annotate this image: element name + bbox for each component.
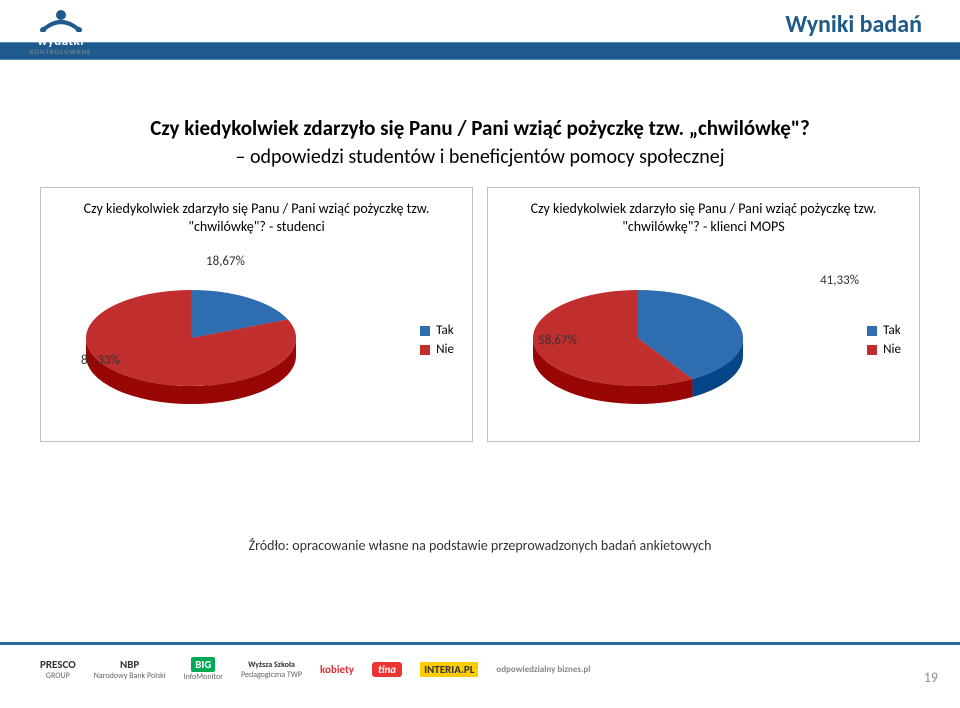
- pie-left-wrap: [71, 268, 311, 408]
- legend-right-nie: Nie: [867, 342, 901, 357]
- legend-right-tak: Tak: [867, 323, 901, 338]
- legend-left-nie-label: Nie: [436, 342, 454, 357]
- legend-sw-nie-icon: [867, 345, 877, 355]
- question-line1: Czy kiedykolwiek zdarzyło się Panu / Pan…: [40, 115, 920, 141]
- footer: PRESCOGROUP NBPNarodowy Bank Polski BIGI…: [0, 642, 960, 688]
- main-content: Czy kiedykolwiek zdarzyło się Panu / Pan…: [40, 115, 920, 554]
- chart-right: Czy kiedykolwiek zdarzyło się Panu / Pan…: [487, 187, 920, 442]
- logo: wydatki KONTROLOWANE: [30, 8, 91, 56]
- header-bar: [0, 42, 960, 60]
- question-line2: – odpowiedzi studentów i beneficjentów p…: [40, 145, 920, 169]
- pie-left-label-tak: 18,67%: [206, 254, 245, 269]
- footer-brand-wsp: Wyższa SzkołaPedagogiczna TWP: [241, 660, 302, 680]
- logo-icon: [37, 8, 85, 32]
- legend-left-tak: Tak: [420, 323, 454, 338]
- legend-left-tak-label: Tak: [436, 323, 453, 338]
- logo-text-sub: KONTROLOWANE: [30, 47, 91, 56]
- footer-brand-presco: PRESCOGROUP: [40, 658, 76, 681]
- pie-left: [71, 268, 311, 408]
- footer-brand-tina: tina: [372, 662, 402, 677]
- footer-brand-kobiety: kobiety: [320, 663, 354, 676]
- chart-left: Czy kiedykolwiek zdarzyło się Panu / Pan…: [40, 187, 473, 442]
- legend-left-nie: Nie: [420, 342, 454, 357]
- legend-sw-tak-icon: [420, 326, 430, 336]
- charts-row: Czy kiedykolwiek zdarzyło się Panu / Pan…: [40, 187, 920, 442]
- pie-right-label-tak: 41,33%: [820, 273, 859, 288]
- pie-right-label-nie: 58,67%: [538, 333, 577, 348]
- legend-sw-tak-icon: [867, 326, 877, 336]
- legend-right-tak-label: Tak: [883, 323, 900, 338]
- legend-right-nie-label: Nie: [883, 342, 901, 357]
- page-title: Wyniki badań: [777, 10, 930, 39]
- footer-brand-nbp: NBPNarodowy Bank Polski: [94, 658, 166, 681]
- footer-brand-interia: INTERIA.PL: [420, 662, 478, 677]
- chart-left-title: Czy kiedykolwiek zdarzyło się Panu / Pan…: [53, 200, 460, 238]
- footer-brand-big: BIGInfoMonitor: [184, 657, 223, 682]
- chart-right-title: Czy kiedykolwiek zdarzyło się Panu / Pan…: [500, 200, 907, 238]
- legend-left: Tak Nie: [420, 323, 454, 361]
- legend-right: Tak Nie: [867, 323, 901, 361]
- pie-left-label-nie: 81,33%: [81, 353, 120, 368]
- page-number: 19: [924, 669, 938, 686]
- legend-sw-nie-icon: [420, 345, 430, 355]
- footer-brand-ob: odpowiedzialny biznes.pl: [496, 664, 590, 675]
- source-note: Źródło: opracowanie własne na podstawie …: [40, 537, 920, 554]
